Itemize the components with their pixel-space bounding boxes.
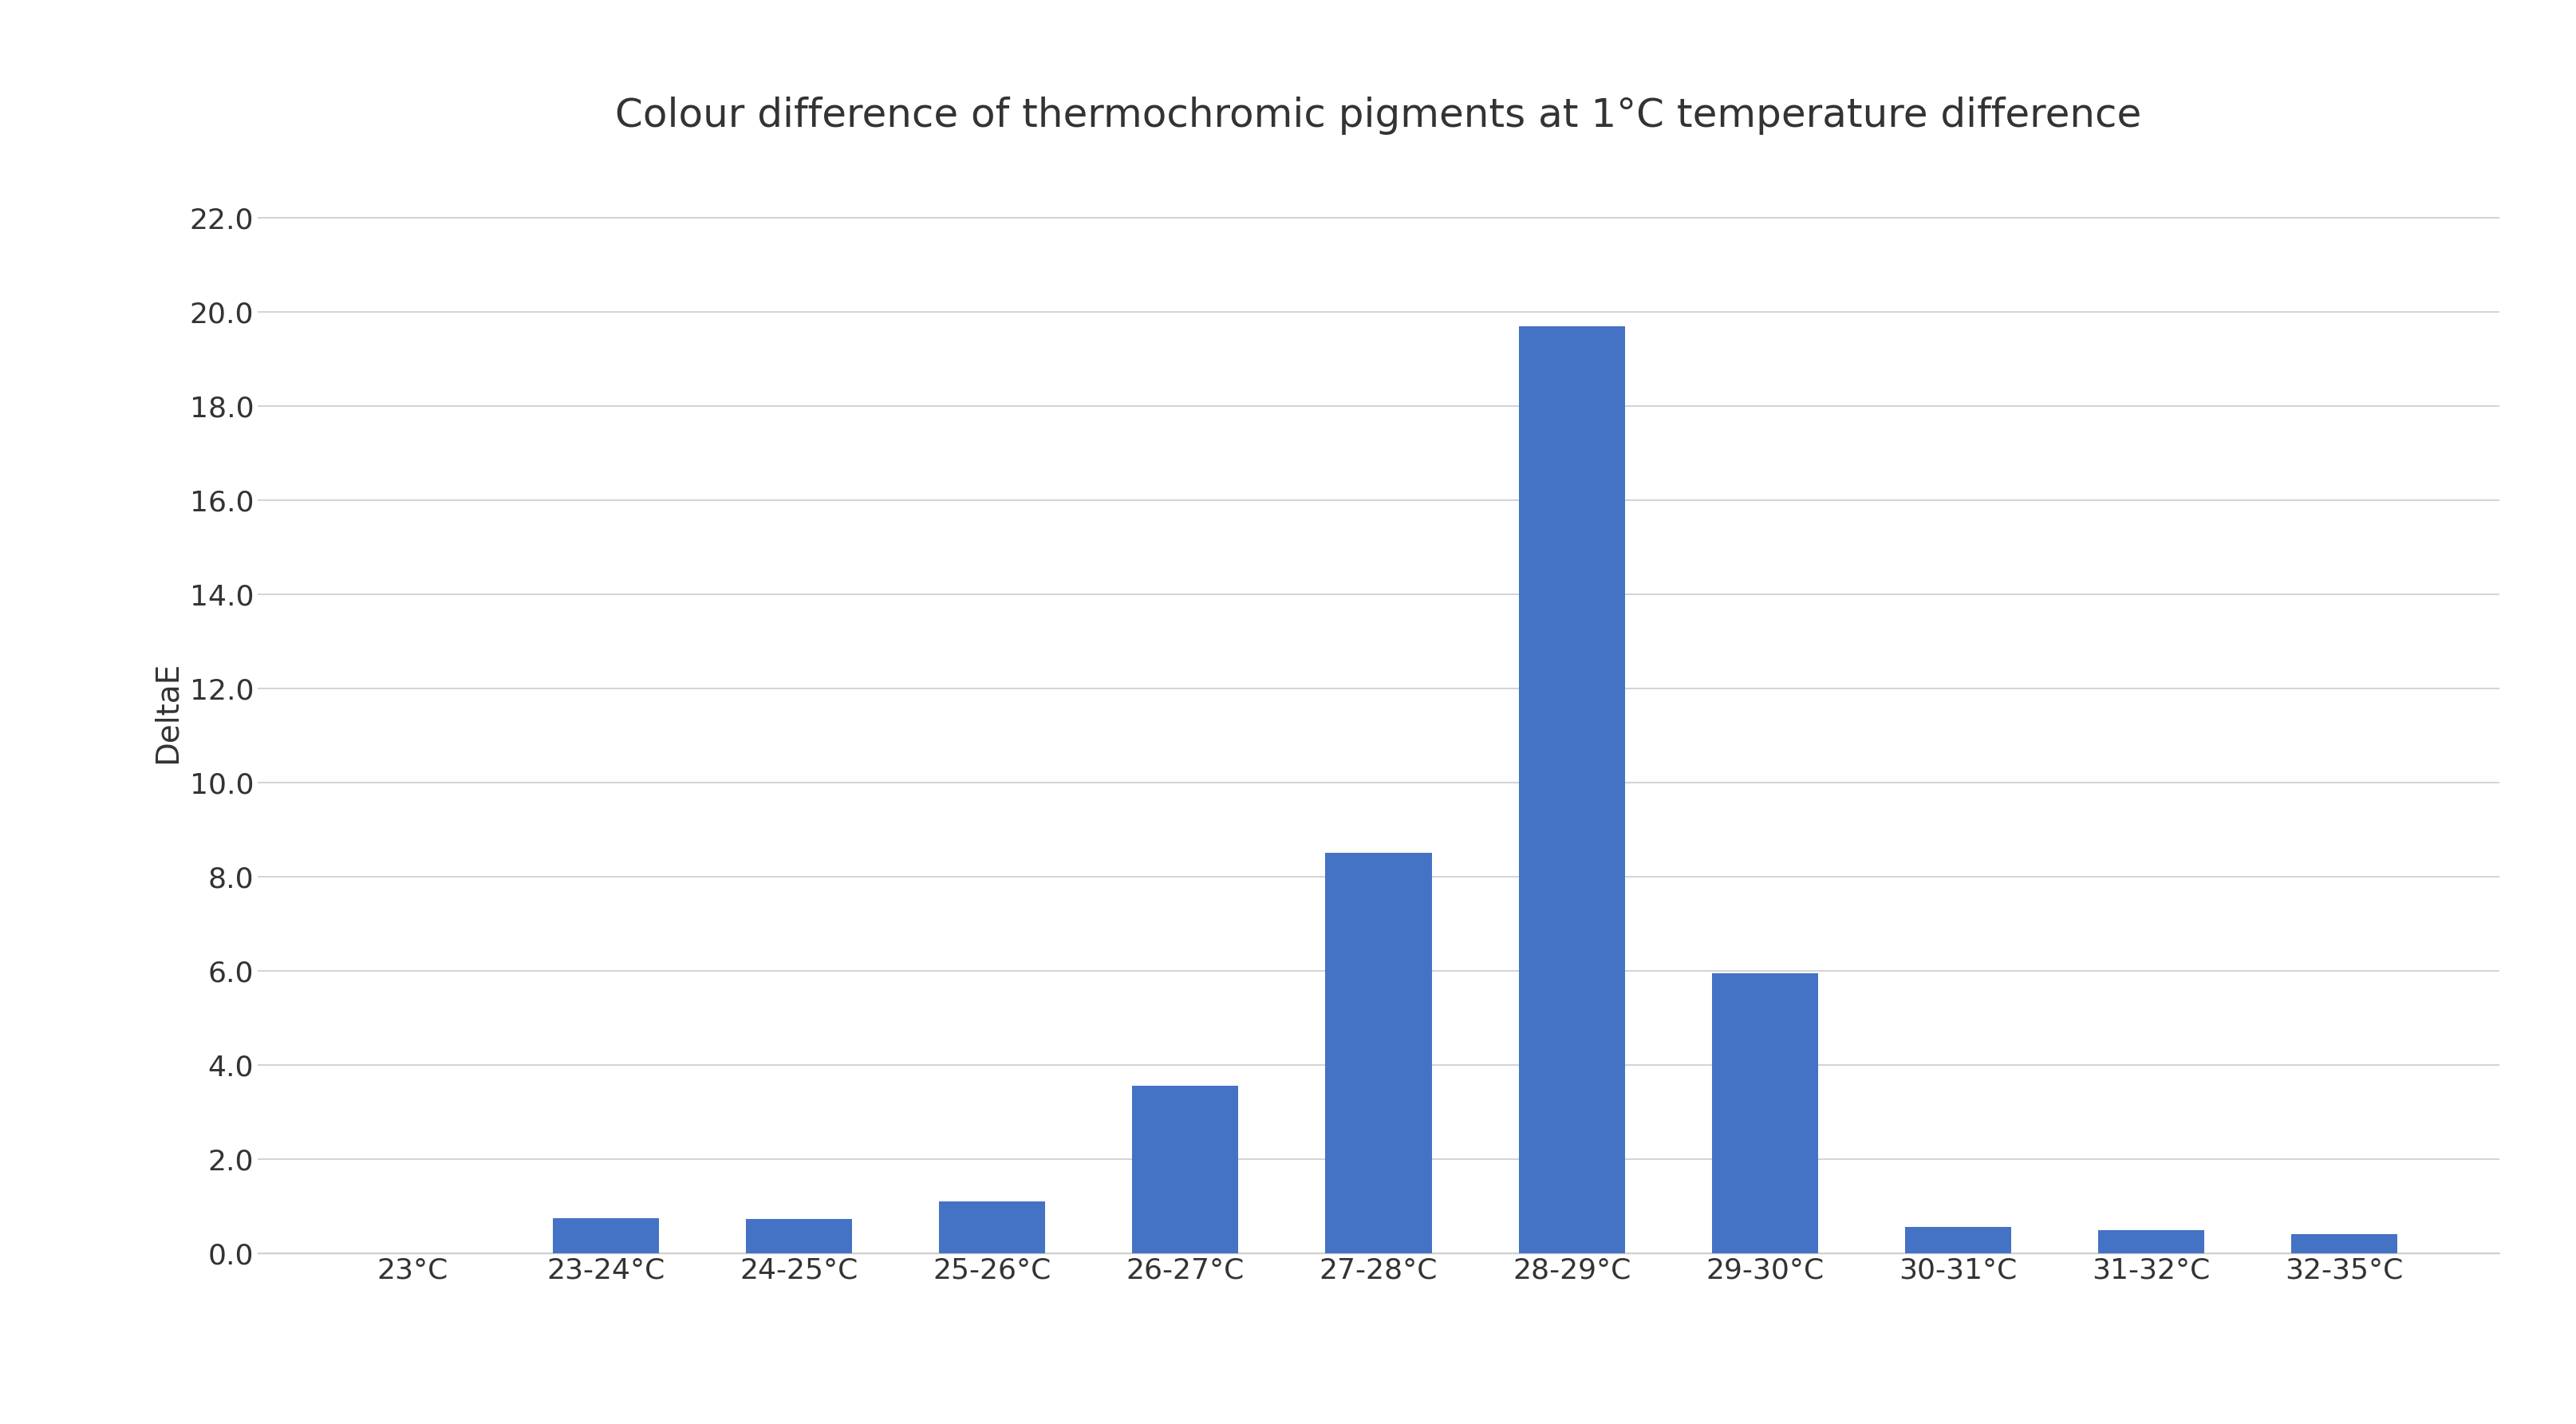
Bar: [938, 1202, 1046, 1253]
Bar: [2097, 1230, 2202, 1253]
Bar: [1710, 973, 1819, 1253]
Bar: [1131, 1087, 1239, 1253]
Y-axis label: DeltaE: DeltaE: [152, 661, 183, 763]
Bar: [1517, 326, 1625, 1253]
Bar: [744, 1219, 853, 1253]
Bar: [554, 1218, 659, 1253]
Bar: [2290, 1235, 2396, 1253]
Bar: [1904, 1227, 2012, 1253]
Title: Colour difference of thermochromic pigments at 1°C temperature difference: Colour difference of thermochromic pigme…: [616, 97, 2141, 134]
Bar: [1324, 853, 1432, 1253]
